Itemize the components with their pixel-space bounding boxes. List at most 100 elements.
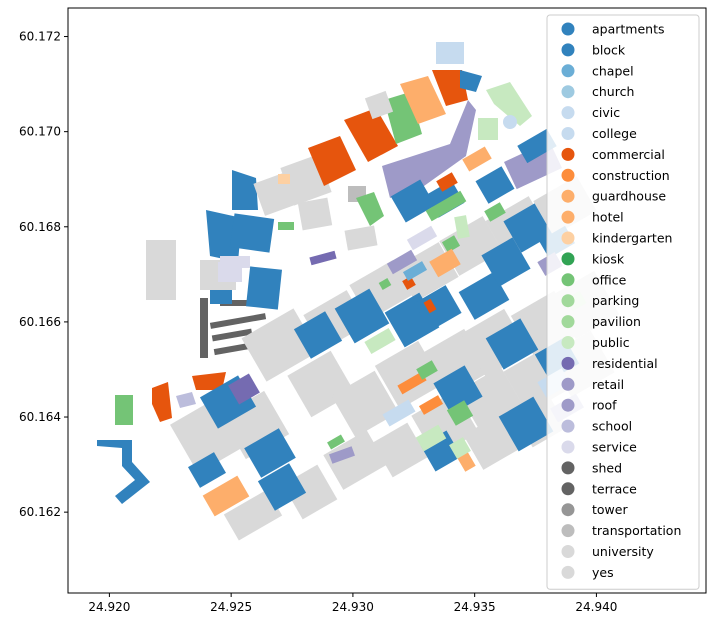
building-shed [200,298,208,358]
building-roof [329,446,355,464]
legend-marker [561,503,575,517]
legend-marker [561,210,575,224]
building-roof [386,249,418,275]
y-tick-label: 60.164 [19,410,61,424]
building-block [97,440,150,504]
legend-marker [561,231,575,245]
building-office [115,395,133,425]
building-commercial [402,276,416,290]
legend-label: retail [592,377,624,392]
legend-label: parking [592,293,639,308]
building-yes [372,422,428,478]
building-block [257,463,307,511]
legend-label: university [592,544,654,559]
building-hotel [202,475,250,517]
building-office [441,235,461,253]
legend-marker [561,43,575,57]
legend-label: tower [592,502,628,517]
building-yes [146,240,176,300]
legend-label: yes [592,565,614,580]
legend-label: office [592,272,627,287]
building-office [378,278,392,290]
building-office [446,400,474,426]
legend-marker [561,356,575,370]
legend-marker [561,315,575,329]
legend-label: apartments [592,22,665,37]
y-tick-label: 60.168 [19,220,61,234]
building-shed [220,300,250,306]
legend-label: church [592,84,634,99]
legend-label: college [592,126,637,141]
building-office [327,434,345,450]
building-public [415,424,447,452]
legend-marker [561,85,575,99]
legend-marker [561,189,575,203]
x-tick-label: 24.920 [88,600,130,614]
building-yes [331,370,399,438]
building-public [454,215,470,239]
building-block [232,170,258,210]
y-tick-label: 60.166 [19,315,61,329]
building-block [244,428,296,478]
legend-label: commercial [592,147,665,162]
legend-marker [561,377,575,391]
building-civic [382,399,416,427]
building-public [486,82,532,126]
building-block [293,311,343,359]
legend-label: civic [592,105,620,120]
building-block [498,396,554,452]
building-commercial [344,108,398,162]
legend-marker [561,252,575,266]
building-school [176,392,196,408]
building-commercial [432,70,468,106]
y-axis: 60.162 60.164 60.166 60.168 60.170 60.172 [19,30,68,519]
legend-label: guardhouse [592,189,666,204]
building-block [458,272,510,320]
building-block [475,166,515,204]
legend-marker [561,106,575,120]
legend-label: public [592,335,630,350]
legend-marker [561,440,575,454]
legend: apartments block chapel church civic college c… [546,14,700,590]
legend-marker [561,168,575,182]
legend-label: roof [592,398,617,413]
building-block [245,266,283,310]
building-block [210,290,232,304]
legend-marker [561,127,575,140]
legend-label: residential [592,356,658,371]
building-service [220,256,250,268]
legend-label: pavilion [592,314,641,329]
building-shed [209,313,267,329]
legend-label: service [592,440,637,455]
building-block [460,70,482,92]
building-residential [228,373,260,405]
x-tick-label: 24.925 [210,600,252,614]
legend-label: hotel [592,210,624,225]
building-block [334,288,390,344]
legend-marker [561,461,575,475]
legend-marker [561,565,575,579]
building-service [406,225,438,251]
building-block [390,179,436,223]
building-commercial [423,298,437,314]
legend-label: transportation [592,523,681,538]
building-block [481,237,531,287]
building-block [485,318,539,370]
building-residential [309,250,337,266]
legend-marker [561,398,575,412]
x-tick-label: 24.940 [575,600,617,614]
building-block [433,365,483,415]
building-retail [382,100,476,198]
building-yes [344,225,378,251]
building-hotel [400,76,446,124]
building-shed [213,342,251,356]
legend-marker [561,147,575,161]
building-commercial [152,382,172,422]
legend-marker [561,336,575,349]
building-construction [397,371,427,395]
y-tick-label: 60.162 [19,505,61,519]
legend-marker [561,482,575,496]
x-tick-label: 24.930 [332,600,374,614]
building-hotel [462,146,492,172]
